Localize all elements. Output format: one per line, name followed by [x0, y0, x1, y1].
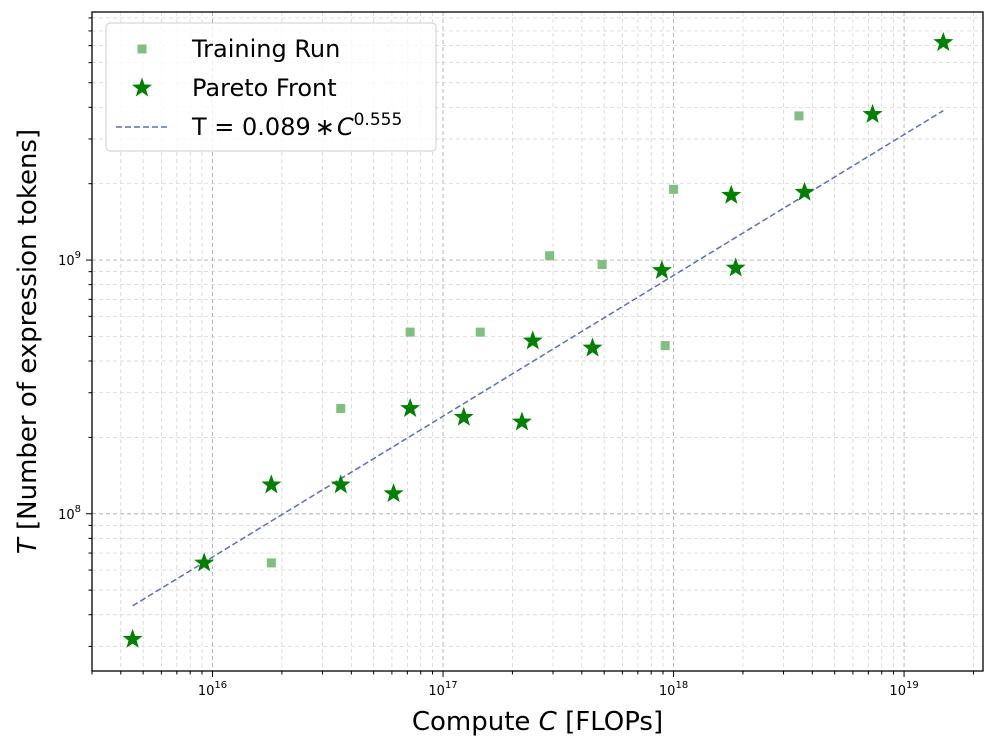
y-tick-label: 108 — [58, 504, 81, 523]
training-run-point — [336, 403, 346, 413]
pareto-front-point — [582, 337, 603, 357]
plot-frame — [91, 11, 984, 672]
x-tick-label: 1017 — [428, 680, 457, 699]
pareto-front-point — [194, 552, 215, 572]
legend-star-marker — [132, 77, 152, 97]
legend-item: T = 0.089 ∗C0.555 — [116, 110, 402, 141]
pareto-front-point — [522, 330, 543, 350]
legend-square-marker — [137, 44, 147, 54]
pareto-front-point — [651, 259, 672, 279]
x-axis-label: Compute C [FLOPs] — [412, 707, 663, 737]
training-run-point — [660, 341, 670, 351]
legend: Training Run Pareto Front T = 0.089 ∗C0.555 — [105, 22, 437, 152]
training-run-point — [475, 327, 485, 337]
pareto-front-point — [453, 406, 474, 426]
pareto-front-point — [933, 32, 954, 52]
legend-item: Training Run — [137, 35, 340, 63]
training-run-point — [669, 184, 679, 194]
legend-label: Training Run — [191, 35, 340, 63]
pareto-front-point — [721, 184, 742, 204]
training-run-point — [597, 260, 607, 270]
x-tick-label: 1018 — [659, 680, 688, 699]
y-tick-label: 109 — [58, 250, 81, 269]
fit-line — [132, 110, 944, 607]
training-run-point — [266, 558, 276, 568]
training-run-point — [545, 251, 555, 261]
pareto-front-point — [261, 474, 282, 494]
pareto-front-point — [383, 483, 404, 503]
pareto-front-point — [511, 411, 532, 431]
training-run-point — [794, 111, 804, 121]
axis-ticks: 1016 1017 1018 1019 108 109 — [58, 17, 974, 699]
pareto-front-point — [122, 628, 143, 648]
legend-label: T = 0.089 ∗C0.555 — [191, 110, 402, 141]
training-run-point — [405, 327, 415, 337]
pareto-front-point — [400, 397, 421, 417]
legend-label: Pareto Front — [192, 74, 337, 102]
x-tick-label: 1016 — [198, 680, 227, 699]
pareto-front-point — [794, 181, 815, 201]
pareto-front-point — [862, 103, 883, 123]
pareto-front-point — [330, 474, 351, 494]
data-points — [122, 32, 954, 648]
legend-item: Pareto Front — [132, 74, 337, 102]
y-axis-label: T [Number of expression tokens] — [13, 129, 43, 554]
pareto-front-point — [725, 257, 746, 277]
legend-box — [105, 22, 437, 152]
fit-line-layer — [132, 110, 944, 607]
x-tick-label: 1019 — [889, 680, 918, 699]
